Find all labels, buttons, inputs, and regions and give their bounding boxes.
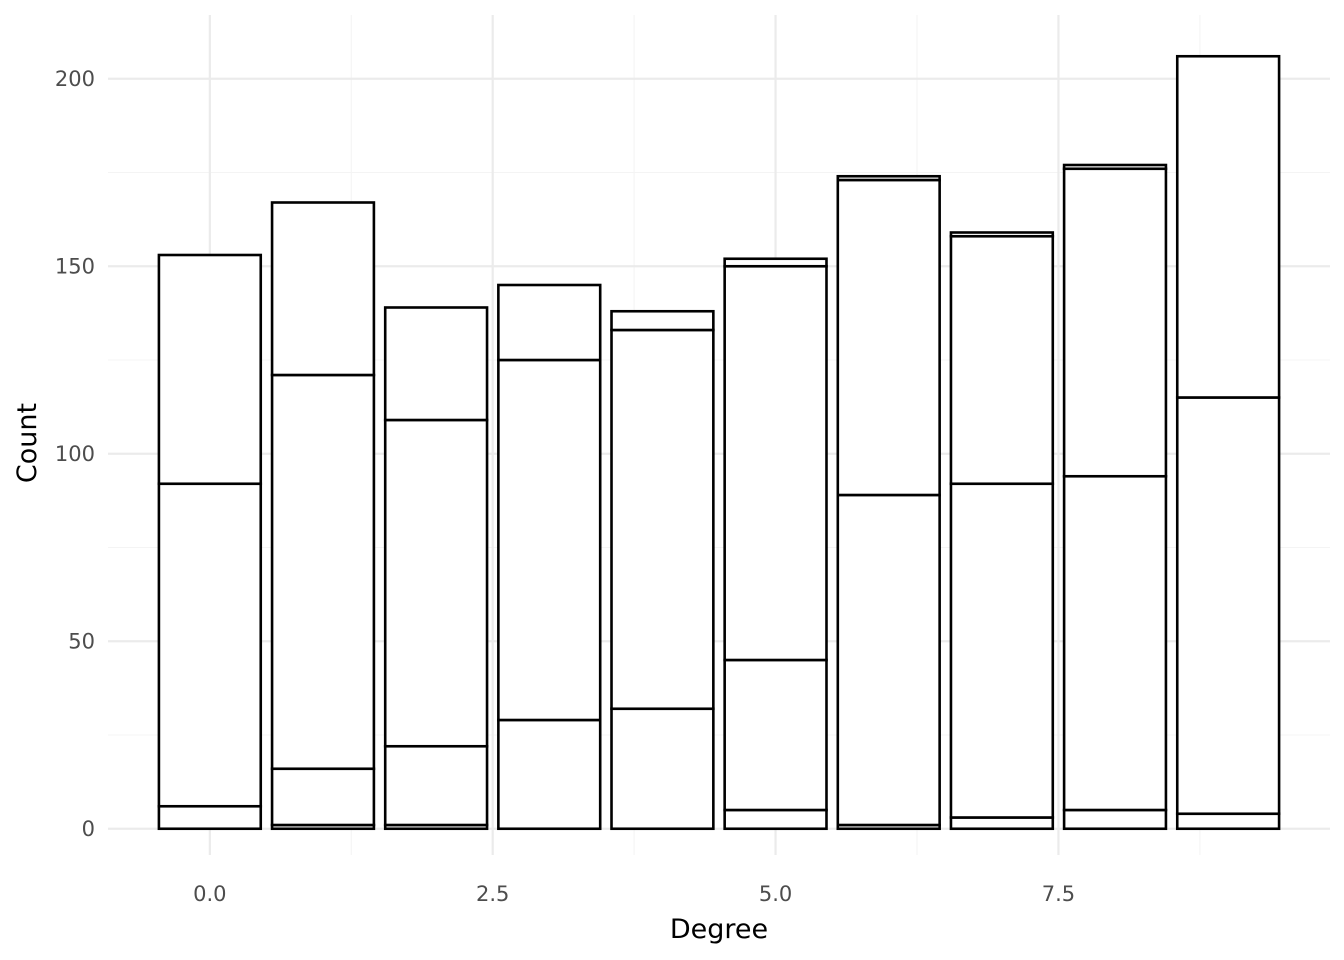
bar-segment — [949, 234, 1055, 486]
bar-segment — [1062, 808, 1168, 831]
bar-segment — [610, 328, 715, 711]
y-tick-label: 150 — [55, 254, 95, 278]
bar-segment — [610, 707, 715, 831]
bar-segment — [497, 283, 602, 362]
y-tick-label: 200 — [55, 67, 95, 91]
bar-segment — [723, 658, 828, 812]
bar-segment — [836, 493, 941, 827]
bar-segment — [1062, 163, 1168, 171]
bar-degree-6 — [836, 174, 941, 831]
x-tick-label: 2.5 — [476, 882, 509, 906]
y-axis-ticks: 0 50 100 150 200 — [55, 67, 95, 841]
bar-segment — [157, 253, 263, 486]
bars-layer — [157, 54, 1281, 831]
bar-segment — [383, 744, 489, 827]
x-axis-ticks: 0.0 2.5 5.0 7.5 — [193, 882, 1075, 906]
bar-segment — [1175, 54, 1281, 399]
y-tick-label: 50 — [68, 629, 95, 653]
bar-segment — [1175, 396, 1281, 816]
x-tick-label: 5.0 — [759, 882, 792, 906]
bar-segment — [157, 804, 263, 831]
y-axis-title: Count — [12, 403, 43, 483]
bar-segment — [497, 358, 602, 722]
bar-degree-3 — [497, 283, 602, 831]
bar-degree-4 — [610, 309, 715, 831]
y-tick-label: 0 — [82, 817, 95, 841]
bar-segment — [270, 373, 376, 771]
bar-segment — [383, 306, 489, 422]
bar-segment — [157, 482, 263, 808]
x-tick-label: 7.5 — [1042, 882, 1075, 906]
x-tick-label: 0.0 — [193, 882, 226, 906]
bar-segment — [723, 264, 828, 662]
bar-segment — [383, 418, 489, 748]
bar-segment — [949, 482, 1055, 819]
bar-segment — [497, 718, 602, 831]
bar-segment — [723, 808, 828, 831]
x-axis-title: Degree — [670, 914, 768, 945]
bar-degree-8 — [1062, 163, 1168, 831]
bar-segment — [836, 174, 941, 182]
bar-segment — [270, 767, 376, 827]
bar-degree-9 — [1175, 54, 1281, 831]
bar-segment — [723, 257, 828, 268]
bar-degree-1 — [270, 201, 376, 831]
bar-segment — [270, 201, 376, 377]
bar-segment — [610, 309, 715, 332]
bar-segment — [1062, 474, 1168, 812]
bar-segment — [1062, 167, 1168, 478]
bar-segment — [1175, 812, 1281, 831]
bar-degree-2 — [383, 306, 489, 831]
bar-degree-7 — [949, 231, 1055, 831]
bar-degree-5 — [723, 257, 828, 831]
y-tick-label: 100 — [55, 442, 95, 466]
bar-degree-0 — [157, 253, 263, 831]
bar-segment — [836, 178, 941, 497]
bar-segment — [949, 816, 1055, 831]
bar-segment — [949, 231, 1055, 238]
